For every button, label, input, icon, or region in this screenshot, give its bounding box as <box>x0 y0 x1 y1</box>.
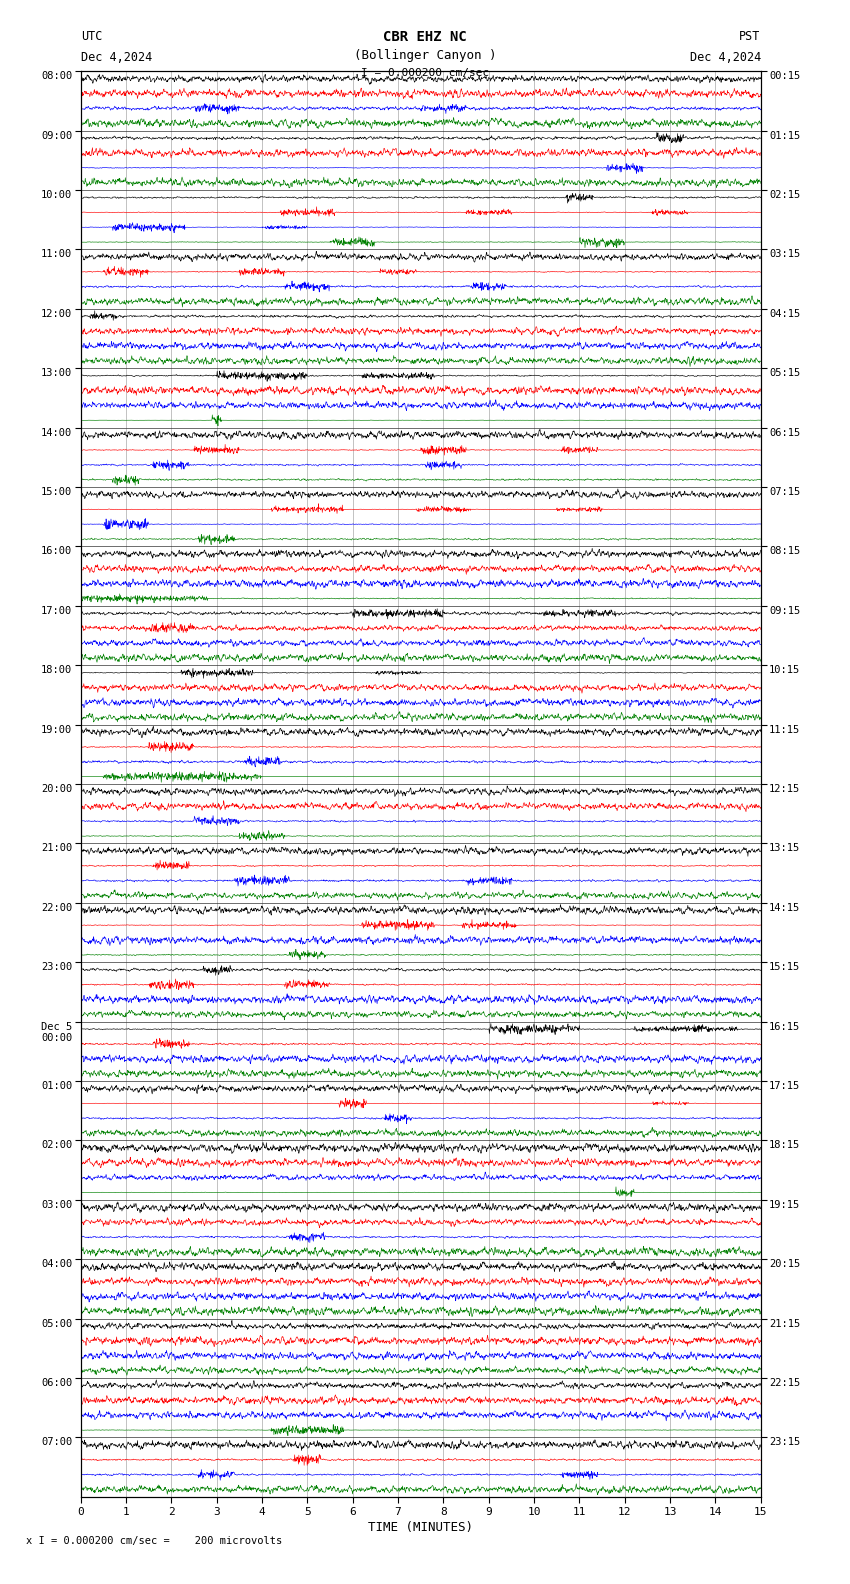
Text: Dec 4,2024: Dec 4,2024 <box>689 51 761 63</box>
Text: x I = 0.000200 cm/sec =    200 microvolts: x I = 0.000200 cm/sec = 200 microvolts <box>26 1536 281 1546</box>
Text: PST: PST <box>740 30 761 43</box>
Text: I = 0.000200 cm/sec: I = 0.000200 cm/sec <box>361 68 489 78</box>
Text: UTC: UTC <box>81 30 102 43</box>
X-axis label: TIME (MINUTES): TIME (MINUTES) <box>368 1522 473 1535</box>
Text: CBR EHZ NC: CBR EHZ NC <box>383 30 467 44</box>
Text: (Bollinger Canyon ): (Bollinger Canyon ) <box>354 49 496 62</box>
Text: Dec 4,2024: Dec 4,2024 <box>81 51 152 63</box>
